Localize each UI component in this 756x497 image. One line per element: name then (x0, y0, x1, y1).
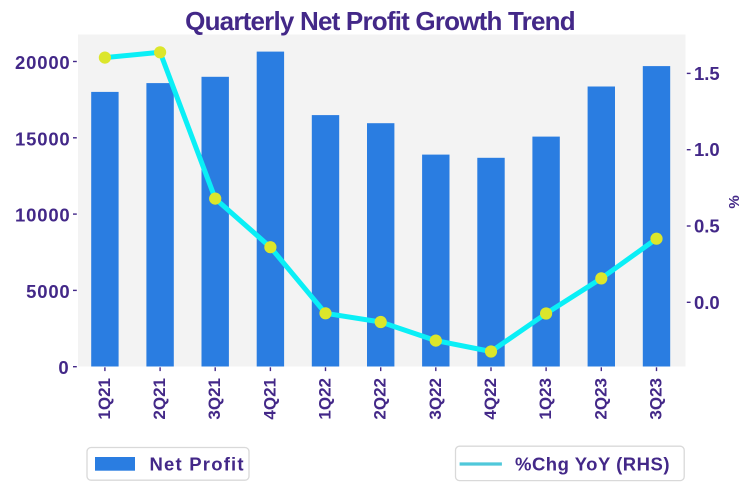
svg-text:%: % (726, 195, 743, 208)
svg-text:2Q22: 2Q22 (371, 378, 390, 420)
svg-text:1Q23: 1Q23 (536, 378, 555, 420)
svg-text:0.0: 0.0 (694, 292, 720, 313)
svg-text:1Q21: 1Q21 (95, 378, 114, 420)
svg-text:15000: 15000 (15, 128, 70, 149)
svg-text:%Chg YoY (RHS): %Chg YoY (RHS) (515, 454, 670, 475)
svg-text:2Q23: 2Q23 (591, 378, 610, 420)
svg-text:0.5: 0.5 (694, 216, 720, 237)
svg-text:5000: 5000 (26, 281, 70, 302)
svg-text:Net Profit: Net Profit (150, 454, 245, 475)
svg-text:2Q21: 2Q21 (150, 378, 169, 420)
svg-text:4Q21: 4Q21 (260, 378, 279, 420)
svg-text:4Q22: 4Q22 (481, 378, 500, 420)
svg-text:1.0: 1.0 (694, 139, 720, 160)
svg-text:Quarterly Net Profit Growth Tr: Quarterly Net Profit Growth Trend (185, 6, 575, 36)
svg-text:1.5: 1.5 (694, 63, 720, 84)
svg-text:20000: 20000 (15, 52, 70, 73)
svg-text:1Q22: 1Q22 (316, 378, 335, 420)
svg-text:3Q22: 3Q22 (426, 378, 445, 420)
svg-text:0: 0 (58, 357, 69, 378)
svg-text:10000: 10000 (15, 205, 70, 226)
svg-text:3Q21: 3Q21 (205, 378, 224, 420)
svg-text:3Q23: 3Q23 (647, 378, 666, 420)
